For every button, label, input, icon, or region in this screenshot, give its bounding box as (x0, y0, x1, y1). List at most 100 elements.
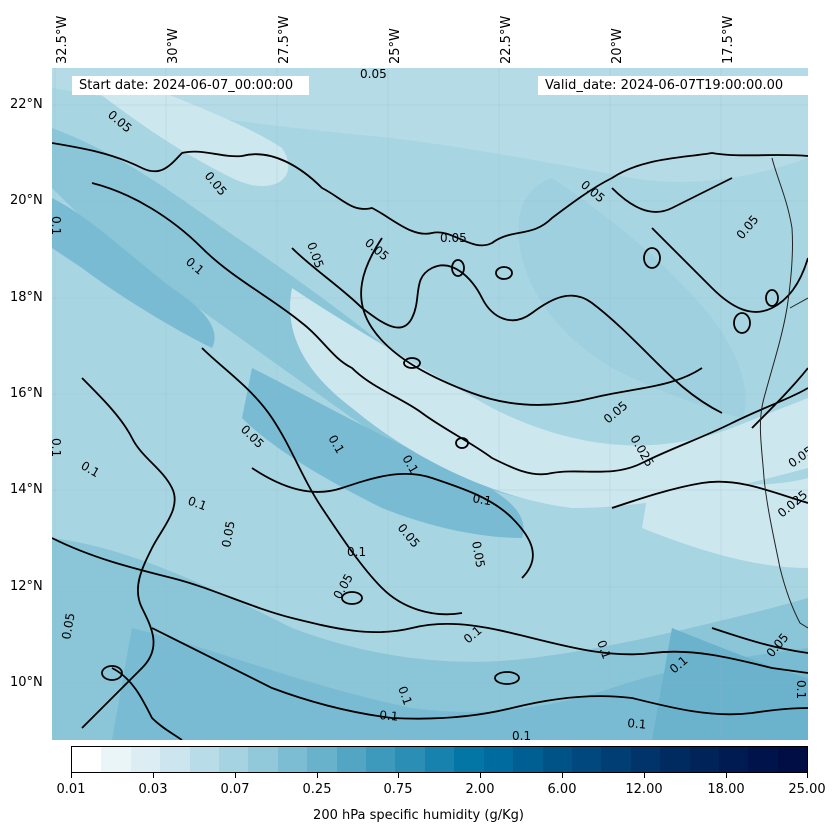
lat-label-18n: 18°N (10, 290, 43, 305)
contour-east-01 (751, 367, 808, 429)
contour-label-16: 0.1 (52, 438, 63, 457)
dry-band-central (290, 288, 808, 508)
contour-label-04: 0.1 (52, 216, 63, 235)
humid-band-central (242, 368, 524, 538)
contour-blob-10 (494, 671, 520, 685)
colorbar-swatch-5 (219, 747, 249, 772)
colorbar-swatch-8 (307, 747, 337, 772)
contour-west-02 (81, 377, 176, 729)
colorbar-title: 200 hPa specific humidity (g/Kg) (313, 808, 524, 823)
contour-blob-08 (403, 357, 421, 369)
contour-east-02 (611, 480, 808, 509)
contour-blob-04 (643, 247, 661, 269)
contour-central-03 (201, 347, 463, 616)
contour-label-34: 0.1 (512, 729, 531, 740)
humid-core-east (652, 628, 808, 740)
colorbar-swatch-16 (542, 747, 572, 772)
colorbar-swatch-7 (277, 747, 308, 772)
contour-label-29: 0.1 (395, 684, 415, 707)
valid-date-label: Valid_date: 2024-06-07T19:00:00.00 (538, 76, 808, 95)
contour-label-20: 0.05 (219, 520, 237, 549)
colorbar-tick-3 (317, 773, 318, 778)
contour-northeast-01 (651, 227, 808, 313)
colorbar-swatch-21 (689, 747, 719, 772)
contour-blob-09 (455, 437, 469, 449)
colorbar-label-7: 12.00 (625, 782, 663, 797)
colorbar-swatch-13 (454, 747, 484, 772)
contour-label-33: 0.1 (627, 716, 647, 732)
colorbar-swatch-2 (130, 747, 161, 772)
contour-blob-05 (733, 312, 751, 334)
contour-north-edge (52, 142, 808, 247)
contour-blob-01 (341, 591, 363, 605)
contour-central-04 (251, 467, 534, 579)
colorbar-swatch-14 (483, 747, 514, 772)
colorbar-tick-7 (644, 773, 645, 778)
colorbar-label-5: 2.00 (465, 782, 495, 797)
dry-region-north (52, 68, 808, 182)
lon-label-20w: 20°W (610, 28, 625, 64)
lon-label-17-5w: 17.5°W (721, 15, 736, 64)
contour-label-18: 0.1 (186, 494, 209, 514)
contour-southwest (111, 667, 183, 740)
colorbar-label-9: 25.00 (788, 782, 826, 797)
contour-east-03 (711, 627, 808, 654)
colorbar-tick-8 (726, 773, 727, 778)
colorbar-swatch-10 (366, 747, 396, 772)
contour-blob-03 (495, 266, 513, 280)
contour-central-01 (291, 247, 723, 414)
colorbar-tick-6 (562, 773, 563, 778)
lon-label-30w: 30°W (166, 28, 181, 64)
lon-label-22-5w: 22.5°W (499, 15, 514, 64)
contour-label-21: 0.1 (347, 545, 366, 559)
contour-blob-02 (451, 259, 465, 277)
colorbar-tick-0 (71, 773, 72, 778)
colorbar-tick-9 (807, 773, 808, 778)
colorbar-swatch-4 (189, 747, 220, 772)
contour-label-36: 0.1 (794, 680, 808, 699)
contour-lines (52, 142, 808, 740)
coastline (759, 157, 808, 629)
lon-label-25w: 25°W (388, 28, 403, 64)
coastline-west-africa (759, 157, 808, 629)
colorbar-tick-2 (235, 773, 236, 778)
colorbar-swatch-15 (513, 747, 543, 772)
humid-core-south (112, 628, 808, 740)
colorbar-tick-5 (480, 773, 481, 778)
contour-label-01: 0.05 (360, 68, 387, 81)
dry-region-southeast (642, 468, 808, 568)
contour-south-01 (52, 537, 808, 674)
colorbar-swatch-23 (748, 747, 778, 772)
colorbar-label-6: 6.00 (547, 782, 577, 797)
colorbar-swatch-17 (571, 747, 602, 772)
colorbar-swatch-11 (395, 747, 425, 772)
colorbar-swatch-22 (718, 747, 749, 772)
lat-label-12n: 12°N (10, 579, 43, 594)
colorbar-swatch-20 (660, 747, 690, 772)
start-date-label: Start date: 2024-06-07_00:00:00 (72, 76, 309, 95)
map-panel: 0.05 0.05 0.05 0.1 0.05 0.05 0.05 0.05 0… (52, 68, 808, 740)
colorbar-label-3: 0.25 (302, 782, 332, 797)
contour-blob-06 (765, 289, 779, 307)
contour-label-23: 0.05 (469, 540, 487, 569)
contour-south-02 (151, 627, 808, 720)
lat-label-22n: 22°N (10, 97, 43, 112)
gridlines (52, 68, 808, 740)
colorbar-swatch-3 (160, 747, 190, 772)
colorbar-swatch-19 (630, 747, 661, 772)
colorbar-swatch-0 (72, 747, 102, 772)
colorbar (71, 746, 808, 773)
lon-label-27-5w: 27.5°W (277, 15, 292, 64)
contour-label-25: 0.05 (59, 612, 77, 641)
lon-label-32-5w: 32.5°W (55, 15, 70, 64)
contour-label-30: 0.1 (594, 638, 614, 661)
colorbar-swatch-18 (601, 747, 631, 772)
colorbar-swatch-24 (777, 747, 808, 772)
colorbar-label-8: 18.00 (707, 782, 745, 797)
colorbar-label-0: 0.01 (56, 782, 86, 797)
colorbar-tick-1 (153, 773, 154, 778)
colorbar-tick-4 (398, 773, 399, 778)
contour-label-32: 0.1 (379, 708, 399, 724)
contour-label-07: 0.05 (440, 231, 467, 245)
contour-west-01 (91, 182, 808, 476)
